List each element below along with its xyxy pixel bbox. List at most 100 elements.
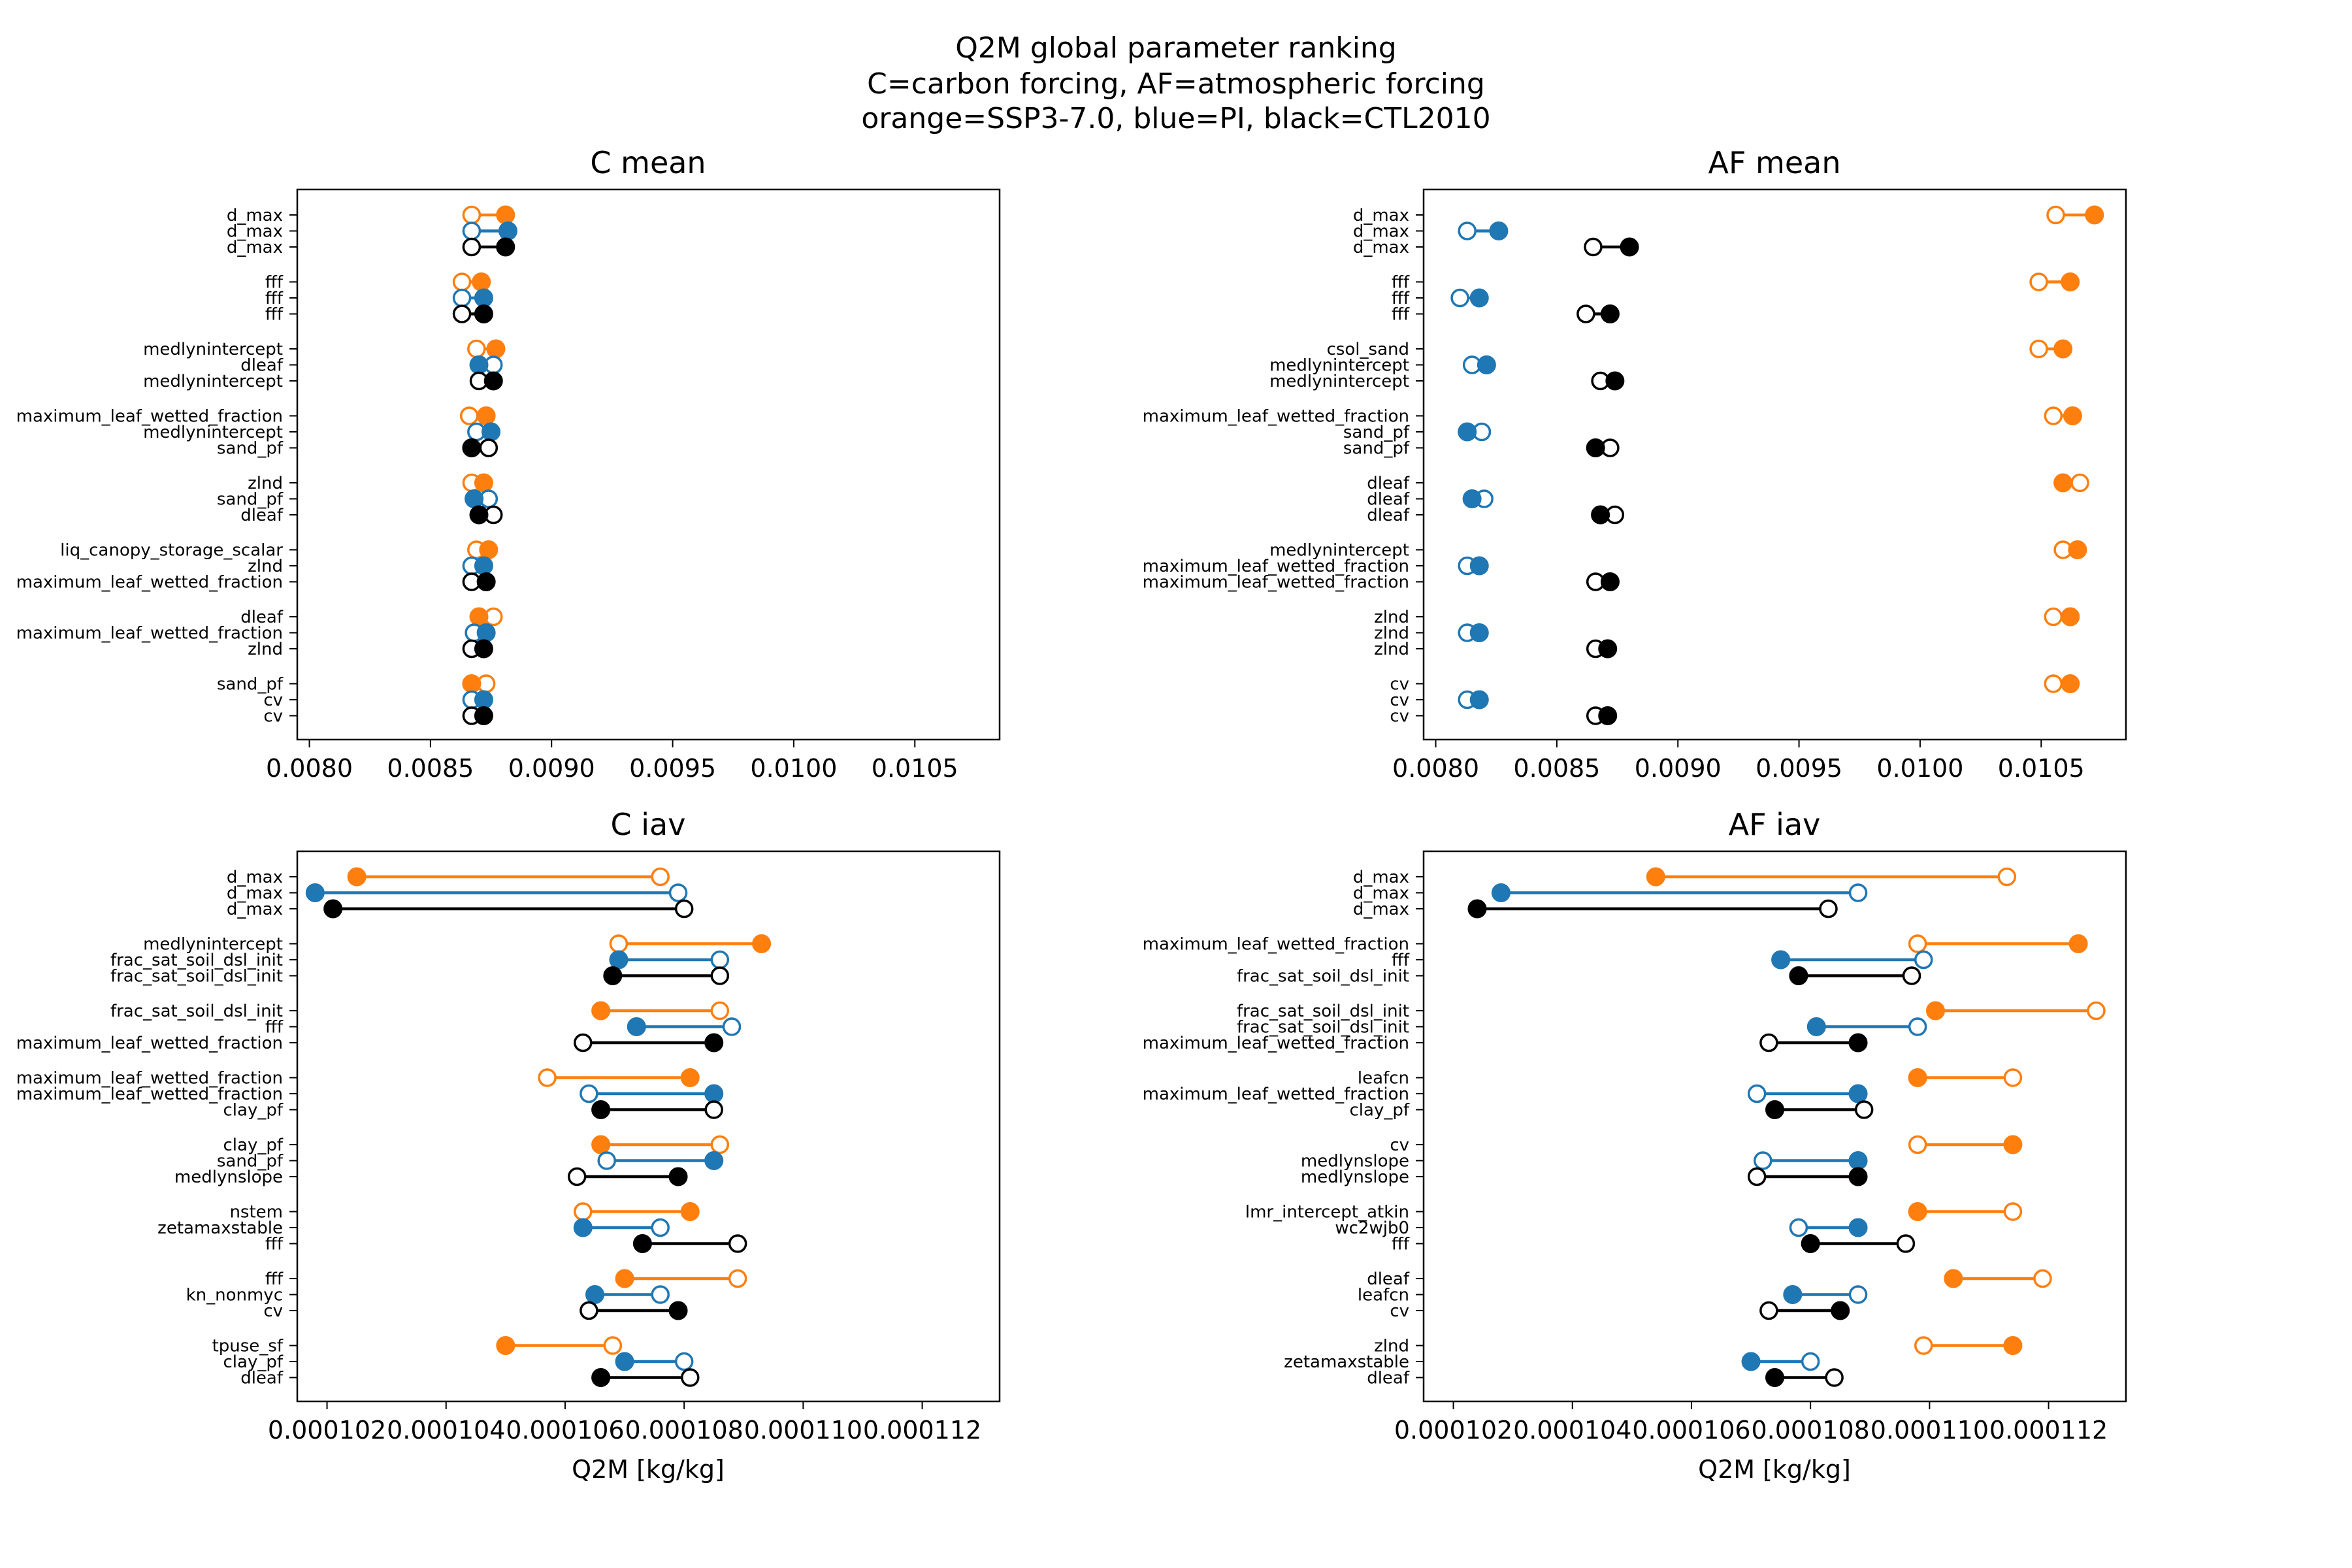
x-axis-label: Q2M [kg/kg]: [572, 1455, 725, 1484]
open-marker: [609, 934, 629, 953]
y-tick-label: medlynslope: [174, 1168, 283, 1187]
y-tick-label: wc2wjb0: [1335, 1218, 1409, 1238]
filled-marker: [1458, 422, 1477, 442]
filled-marker: [1789, 966, 1808, 985]
filled-marker: [1469, 288, 1489, 308]
y-tick-label: sand_pf: [217, 490, 284, 510]
y-tick-label: kn_nonmyc: [186, 1286, 283, 1305]
x-tick-label: 0.0095: [629, 754, 716, 783]
x-tick-label: 0.0090: [508, 754, 595, 783]
filled-marker: [1771, 950, 1791, 970]
y-tick-label: dleaf: [240, 506, 284, 525]
filled-marker: [1600, 304, 1620, 323]
x-tick-label: 0.000108: [625, 1416, 743, 1445]
y-tick-label: dleaf: [240, 356, 284, 376]
panel-af-mean: AF mean 0.0080 0.0085 0.0090 0.0095 0.0100 0.…: [1143, 145, 2127, 783]
y-tick-label: lmr_intercept_atkin: [1245, 1203, 1409, 1222]
open-marker: [1848, 883, 1868, 902]
y-tick-label: fff: [265, 1235, 284, 1254]
y-tick-label: cv: [1390, 707, 1409, 727]
x-tick-label: 0.0090: [1635, 754, 1722, 783]
y-tick-label: maximum_leaf_wetted_fraction: [16, 1069, 283, 1088]
filled-marker: [474, 288, 493, 308]
y-tick-label: leafcn: [1358, 1069, 1409, 1088]
y-tick-label: nstem: [229, 1203, 283, 1222]
open-marker: [1747, 1084, 1767, 1103]
open-marker: [1914, 950, 1933, 970]
filled-marker: [609, 950, 629, 970]
y-tick-label: zlnd: [1374, 608, 1409, 627]
open-marker: [462, 221, 482, 240]
y-tick-label: dleaf: [1367, 1269, 1410, 1289]
filled-marker: [347, 867, 367, 887]
y-tick-label: d_max: [227, 206, 283, 225]
y-tick-label: d_max: [1353, 884, 1409, 904]
filled-marker: [1469, 623, 1489, 642]
y-tick-label: sand_pf: [217, 439, 284, 459]
y-tick-label: maximum_leaf_wetted_fraction: [16, 573, 283, 593]
y-tick-label: zlnd: [1374, 624, 1409, 644]
open-marker: [651, 1285, 670, 1304]
filled-marker: [2068, 540, 2087, 559]
filled-marker: [591, 1368, 611, 1387]
y-tick-label: cv: [263, 1301, 283, 1321]
open-marker: [1902, 966, 1921, 985]
filled-marker: [1605, 371, 1625, 391]
filled-marker: [474, 690, 493, 710]
open-marker: [1819, 899, 1838, 919]
x-tick-label: 0.000104: [387, 1416, 505, 1445]
y-tick-label: cv: [263, 707, 283, 727]
open-marker: [1908, 1135, 1927, 1154]
y-tick-label: dleaf: [240, 608, 284, 627]
filled-marker: [1908, 1068, 1927, 1087]
open-marker: [681, 1368, 700, 1387]
filled-marker: [752, 934, 772, 953]
y-tick-label: maximum_leaf_wetted_fraction: [1143, 1034, 1409, 1053]
filled-marker: [1462, 489, 1482, 508]
y-tick-label: fff: [265, 273, 284, 293]
filled-marker: [474, 473, 493, 493]
filled-marker: [1848, 1033, 1868, 1053]
x-tick-label: 0.0100: [750, 754, 837, 783]
y-tick-label: d_max: [1353, 868, 1409, 887]
y-tick-label: zlnd: [248, 640, 283, 659]
filled-marker: [1848, 1151, 1868, 1170]
filled-marker: [632, 1234, 652, 1253]
y-tick-label: liq_canopy_storage_scalar: [60, 541, 283, 561]
filled-marker: [2003, 1336, 2023, 1355]
filled-marker: [472, 272, 491, 291]
filled-marker: [1944, 1269, 1963, 1288]
filled-marker: [1467, 899, 1487, 919]
filled-marker: [1783, 1285, 1803, 1304]
open-marker: [2044, 406, 2063, 425]
y-tick-label: dleaf: [240, 1369, 284, 1388]
y-tick-label: maximum_leaf_wetted_fraction: [16, 624, 283, 644]
filled-marker: [704, 1084, 724, 1103]
y-tick-label: medlynintercept: [143, 423, 283, 442]
y-tick-label: frac_sat_soil_dsl_init: [110, 951, 283, 970]
filled-marker: [496, 205, 515, 225]
open-marker: [597, 1151, 616, 1170]
y-tick-label: sand_pf: [1343, 423, 1410, 442]
figure-title-line-1: Q2M global parameter ranking: [955, 31, 1397, 65]
axes-frame: [1422, 850, 2127, 1403]
y-tick-label: frac_sat_soil_dsl_init: [1237, 1018, 1409, 1037]
y-tick-label: tpuse_sf: [212, 1337, 284, 1356]
filled-marker: [465, 489, 484, 508]
y-tick-label: clay_pf: [223, 1352, 284, 1372]
open-marker: [538, 1068, 557, 1087]
y-tick-label: leafcn: [1358, 1286, 1409, 1305]
x-tick-label: 0.000106: [1632, 1416, 1750, 1445]
filled-marker: [476, 623, 496, 642]
y-tick-label: frac_sat_soil_dsl_init: [110, 967, 283, 987]
x-tick-label: 0.000102: [1394, 1416, 1512, 1445]
panel-c-mean: C mean 0.0080 0.0085 0.0090 0.0095 0.0100 0.0…: [16, 145, 1001, 783]
open-marker: [1825, 1368, 1844, 1387]
open-marker: [1759, 1033, 1778, 1053]
open-marker: [2029, 339, 2048, 359]
open-marker: [1754, 1151, 1772, 1170]
filled-marker: [486, 339, 506, 359]
y-tick-label: csol_sand: [1327, 340, 1409, 359]
filled-marker: [573, 1218, 593, 1237]
filled-marker: [474, 706, 493, 725]
